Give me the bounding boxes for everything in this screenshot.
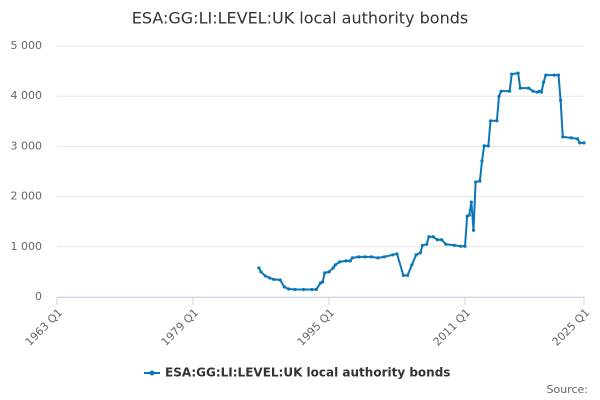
data-point (435, 238, 439, 242)
data-point (310, 287, 314, 292)
data-point (414, 253, 418, 257)
data-point (531, 89, 535, 93)
data-point (478, 179, 482, 183)
data-point (348, 259, 352, 263)
data-point (323, 271, 327, 275)
data-point (561, 135, 565, 139)
x-tick-label: 1995 Q1 (295, 306, 338, 349)
data-point (516, 71, 520, 75)
data-point (578, 141, 582, 145)
data-point (556, 73, 561, 77)
data-point (391, 253, 395, 257)
data-point (278, 278, 282, 282)
data-point (357, 255, 361, 259)
data-point (425, 242, 429, 246)
data-point (350, 256, 354, 260)
data-point (331, 266, 335, 270)
data-point (569, 136, 573, 140)
data-point (333, 263, 337, 267)
data-point (363, 255, 367, 259)
data-point (327, 270, 331, 274)
data-point (431, 235, 435, 239)
data-point (488, 119, 493, 123)
data-point (467, 213, 471, 217)
data-point (582, 141, 586, 145)
data-point (395, 252, 399, 256)
x-tick-label: 2011 Q1 (431, 306, 474, 349)
data-point (282, 285, 286, 289)
data-point (267, 276, 272, 280)
data-point (510, 72, 514, 76)
data-point (474, 180, 478, 184)
data-point (406, 273, 410, 278)
data-line (257, 71, 584, 291)
data-point (542, 80, 546, 84)
data-point (444, 242, 448, 246)
data-point (376, 256, 380, 260)
data-point (263, 274, 267, 278)
y-tick-label: 0 (35, 290, 42, 303)
y-tick-label: 3 000 (11, 139, 43, 152)
data-point (576, 137, 580, 141)
source: Source: (547, 383, 589, 396)
data-point (382, 255, 386, 259)
data-point (257, 266, 261, 270)
data-point (463, 244, 467, 248)
data-point (508, 89, 512, 93)
data-point (452, 243, 456, 247)
data-point (418, 251, 422, 255)
x-tick-label: 1979 Q1 (159, 306, 202, 349)
data-point (527, 86, 531, 90)
x-tick-label: 2025 Q1 (550, 306, 593, 349)
data-point (480, 159, 484, 163)
data-point (486, 144, 490, 148)
y-tick-label: 2 000 (11, 190, 43, 203)
y-tick-label: 4 000 (11, 89, 43, 102)
data-point (539, 90, 544, 94)
data-point (401, 273, 405, 278)
data-point (314, 287, 318, 292)
data-point (440, 238, 444, 242)
y-tick-label: 1 000 (11, 240, 43, 253)
data-point (552, 73, 556, 77)
legend-marker (149, 370, 155, 376)
data-point (495, 119, 499, 123)
data-point (321, 280, 325, 284)
data-point (420, 243, 425, 247)
data-point (559, 98, 563, 102)
data-point (410, 263, 414, 267)
data-point (272, 277, 276, 282)
chart-title: ESA:GG:LI:LEVEL:UK local authority bonds (132, 9, 468, 28)
y-tick-label: 5 000 (11, 39, 43, 52)
x-tick-label: 1963 Q1 (23, 306, 66, 349)
legend-label[interactable]: ESA:GG:LI:LEVEL:UK local authority bonds (165, 366, 450, 380)
data-point (427, 235, 431, 239)
data-point (499, 89, 503, 93)
data-point (482, 144, 486, 148)
data-point (497, 94, 501, 98)
data-point (469, 200, 473, 204)
data-point (287, 287, 291, 291)
data-point (471, 228, 476, 232)
data-point (544, 73, 548, 77)
data-point (338, 260, 342, 264)
data-point (293, 287, 297, 292)
data-point (459, 244, 463, 248)
data-point (518, 86, 522, 90)
data-point (369, 255, 374, 259)
data-point (259, 270, 263, 274)
data-point (344, 259, 348, 263)
data-point (301, 287, 306, 292)
